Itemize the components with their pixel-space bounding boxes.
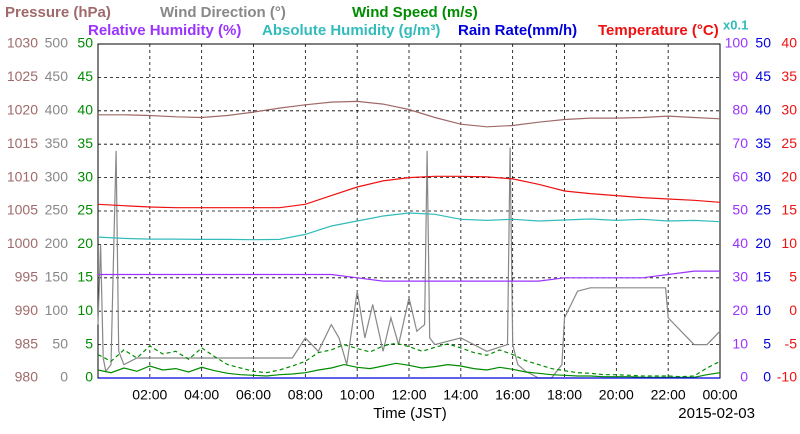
y-tick-label: 0 <box>60 369 68 385</box>
y-tick-label: 10 <box>781 235 797 251</box>
series-line <box>97 342 721 378</box>
y-tick-label: 10 <box>755 302 771 318</box>
y-tick-label: 1015 <box>7 135 38 151</box>
y-tick-label: 60 <box>732 168 748 184</box>
x-tick-label: 16:00 <box>495 387 530 403</box>
y-tick-label: 70 <box>732 135 748 151</box>
y-tick-label: 25 <box>755 202 771 218</box>
y-tick-label: 15 <box>781 202 797 218</box>
series-line <box>98 100 721 128</box>
y-tick-label: 20 <box>77 235 93 251</box>
legend-label: Rain Rate(mm/h) <box>458 22 577 39</box>
y-tick-label: 100 <box>725 35 749 51</box>
series-line <box>97 362 721 378</box>
y-tick-label: 200 <box>45 235 69 251</box>
y-tick-label: 450 <box>45 68 69 84</box>
y-tick-label: 1030 <box>7 35 38 51</box>
y-tick-label: 30 <box>732 269 748 285</box>
legend-label: Wind Speed (m/s) <box>352 4 478 21</box>
x-tick-label: 08:00 <box>288 387 323 403</box>
y-tick-label: 300 <box>45 168 69 184</box>
y-tick-label: 1020 <box>7 102 38 118</box>
y-tick-label: 350 <box>45 135 69 151</box>
y-tick-label: 20 <box>755 235 771 251</box>
series-line <box>97 212 721 241</box>
y-tick-label: 990 <box>15 302 39 318</box>
y-tick-label: 150 <box>45 269 69 285</box>
y-tick-label: 40 <box>732 235 748 251</box>
y-tick-label: 50 <box>732 202 748 218</box>
y-tick-label: 10 <box>732 335 748 351</box>
y-tick-label: 30 <box>77 168 93 184</box>
y-tick-label: 30 <box>781 102 797 118</box>
y-tick-label: 1000 <box>7 235 38 251</box>
y-tick-label: 1010 <box>7 168 38 184</box>
series-line <box>97 147 721 379</box>
y-tick-label: 15 <box>755 269 771 285</box>
y-tick-label: -5 <box>785 335 798 351</box>
x-tick-label: 10:00 <box>340 387 375 403</box>
y-tick-label: 1005 <box>7 202 38 218</box>
y-tick-label: 250 <box>45 202 69 218</box>
y-tick-label: 15 <box>77 269 93 285</box>
y-tick-label: 45 <box>77 68 93 84</box>
y-tick-label: 100 <box>45 302 69 318</box>
y-tick-label: 40 <box>77 102 93 118</box>
y-tick-label: 0 <box>740 369 748 385</box>
y-tick-label: 0 <box>789 302 797 318</box>
y-tick-label: 90 <box>732 68 748 84</box>
x-tick-label: 14:00 <box>443 387 478 403</box>
y-tick-label: 1025 <box>7 68 38 84</box>
x-tick-label: 12:00 <box>391 387 426 403</box>
y-tick-label: -10 <box>777 369 797 385</box>
legend-label: Temperature (°C) <box>598 22 719 39</box>
legend-label: Wind Direction (°) <box>160 4 286 21</box>
y-tick-label: 10 <box>77 302 93 318</box>
y-tick-label: 500 <box>45 35 69 51</box>
legend-label: Pressure (hPa) <box>5 4 111 21</box>
y-tick-label: 20 <box>781 168 797 184</box>
series-line <box>98 270 720 282</box>
y-tick-label: 40 <box>781 35 797 51</box>
y-tick-label: 50 <box>755 35 771 51</box>
x-tick-label: 02:00 <box>132 387 167 403</box>
y-tick-label: 5 <box>789 269 797 285</box>
y-tick-label: 30 <box>755 168 771 184</box>
y-tick-label: 0 <box>763 369 771 385</box>
y-tick-label: 50 <box>77 35 93 51</box>
x-tick-label: 18:00 <box>547 387 582 403</box>
y-tick-label: 45 <box>755 68 771 84</box>
series-line <box>97 175 721 209</box>
y-tick-label: 80 <box>732 102 748 118</box>
y-tick-label: 25 <box>781 135 797 151</box>
y-tick-label: 35 <box>755 135 771 151</box>
y-tick-label: 50 <box>52 335 68 351</box>
x-tick-label: 00:00 <box>702 387 737 403</box>
x-tick-label: 20:00 <box>599 387 634 403</box>
y-tick-label: 35 <box>77 135 93 151</box>
legend-label: Relative Humidity (%) <box>88 22 241 39</box>
y-tick-label: 20 <box>732 302 748 318</box>
y-tick-label: 25 <box>77 202 93 218</box>
y-tick-label: 35 <box>781 68 797 84</box>
y-tick-label: 5 <box>763 335 771 351</box>
y-tick-label: 5 <box>85 335 93 351</box>
x-tick-label: 04:00 <box>184 387 219 403</box>
y-tick-label: 980 <box>15 369 39 385</box>
date-label: 2015-02-03 <box>678 405 755 422</box>
x-axis-label: Time (JST) <box>373 405 447 422</box>
y-tick-label: 400 <box>45 102 69 118</box>
x-tick-label: 06:00 <box>236 387 271 403</box>
legend-label: Absolute Humidity (g/m³) <box>262 22 440 39</box>
y-tick-label: 985 <box>15 335 39 351</box>
scale-label: x0.1 <box>723 17 748 32</box>
y-tick-label: 995 <box>15 269 39 285</box>
y-tick-label: 0 <box>85 369 93 385</box>
y-tick-label: 40 <box>755 102 771 118</box>
x-tick-label: 22:00 <box>651 387 686 403</box>
